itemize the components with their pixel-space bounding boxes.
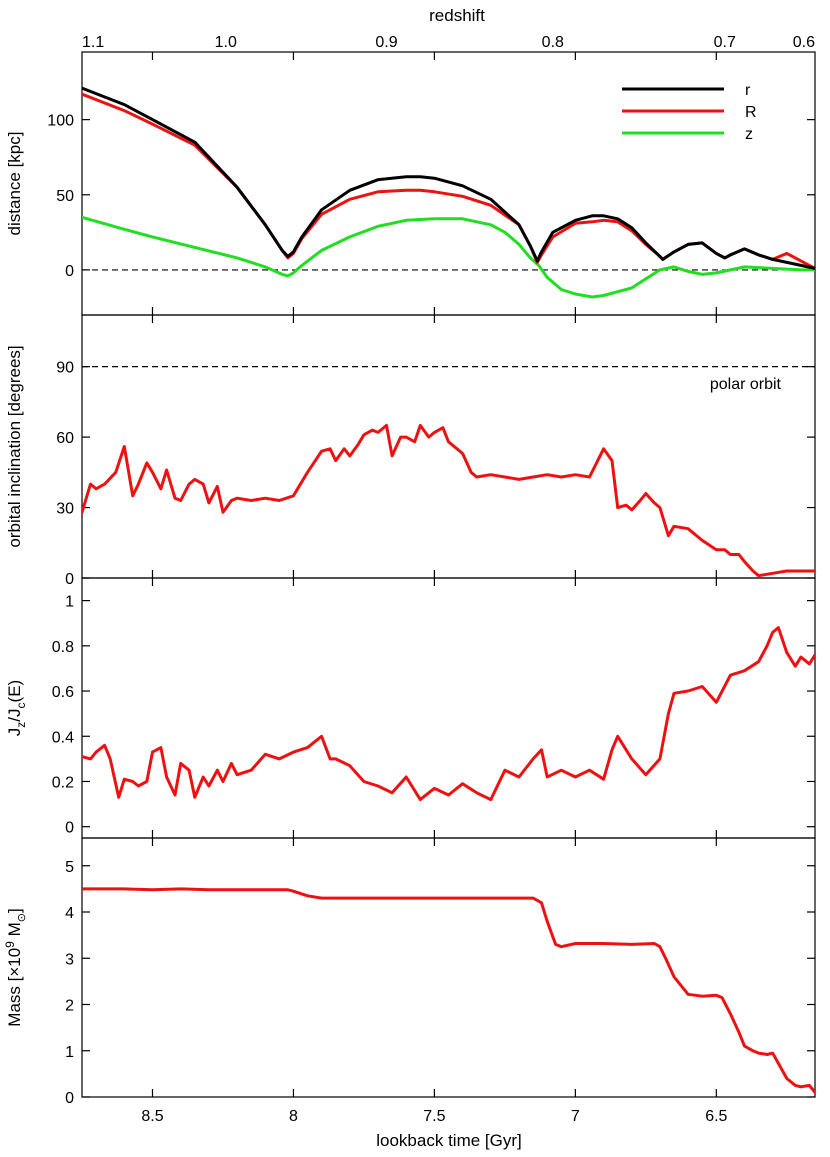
y-axis-label-angular_momentum: Jz/Jc(E) (5, 680, 28, 736)
y-tick-label-angular_momentum-4: 0.8 (52, 639, 74, 656)
y-axis-label-mass: Mass [×109 M⊙] (3, 908, 28, 1026)
x-tick-label-1: 8 (289, 1108, 298, 1125)
x-tick-label-0: 8.5 (141, 1108, 163, 1125)
series-line-mass-mass (82, 887, 815, 1094)
y-tick-label-distance-0: 0 (65, 263, 74, 280)
y-tick-label-angular_momentum-1: 0.2 (52, 774, 74, 791)
y-tick-label-mass-3: 3 (65, 951, 74, 968)
series-line-distance-r (82, 86, 815, 270)
series-line-inclination-inclination (82, 423, 815, 578)
series-line-angular_momentum-Jz/Jc (82, 626, 815, 802)
y-tick-label-mass-0: 0 (65, 1090, 74, 1107)
plot-frame-angular_momentum (81, 577, 816, 839)
redshift-axis-label: redshift (429, 6, 485, 25)
legend-label-R: R (745, 104, 757, 121)
x-axis-label: lookback time [Gyr] (376, 1131, 522, 1150)
y-tick-label-angular_momentum-5: 1 (65, 594, 74, 611)
y-tick-label-angular_momentum-0: 0 (65, 820, 74, 837)
polar-orbit-annotation: polar orbit (710, 376, 782, 393)
redshift-tick-label-4: 0.7 (714, 34, 736, 51)
y-tick-label-mass-1: 1 (65, 1044, 74, 1061)
y-axis-label-distance: distance [kpc] (5, 132, 24, 236)
y-tick-label-distance-2: 100 (47, 113, 74, 130)
redshift-tick-label-3: 0.8 (542, 34, 564, 51)
y-tick-label-inclination-3: 90 (56, 360, 74, 377)
redshift-tick-label-5: 0.6 (793, 34, 815, 51)
redshift-tick-label-1: 1.0 (215, 34, 237, 51)
y-tick-label-mass-2: 2 (65, 998, 74, 1015)
legend-label-z: z (745, 126, 753, 143)
y-tick-label-inclination-1: 30 (56, 501, 74, 518)
y-tick-label-angular_momentum-2: 0.4 (52, 729, 74, 746)
redshift-tick-label-2: 0.9 (375, 34, 397, 51)
y-tick-label-inclination-2: 60 (56, 430, 74, 447)
y-tick-label-mass-5: 5 (65, 859, 74, 876)
y-tick-label-angular_momentum-3: 0.6 (52, 684, 74, 701)
plot-frame-inclination (81, 314, 816, 579)
y-tick-label-inclination-0: 0 (65, 571, 74, 588)
y-tick-label-mass-4: 4 (65, 905, 74, 922)
x-tick-label-2: 7.5 (423, 1108, 445, 1125)
series-line-distance-z (82, 215, 815, 299)
x-tick-label-4: 6.5 (705, 1108, 727, 1125)
x-tick-label-3: 7 (571, 1108, 580, 1125)
legend-label-r: r (745, 82, 751, 99)
y-axis-label-inclination: orbital inclination [degrees] (5, 345, 24, 547)
y-tick-label-distance-1: 50 (56, 188, 74, 205)
redshift-tick-label-0: 1.1 (82, 34, 104, 51)
plot-frame-mass (81, 837, 816, 1098)
